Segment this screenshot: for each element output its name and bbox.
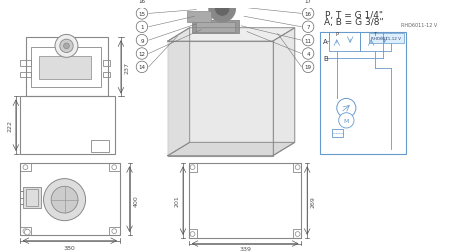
- Bar: [103, 72, 110, 78]
- Bar: [20, 228, 31, 235]
- Circle shape: [51, 186, 78, 213]
- Text: 11: 11: [305, 39, 311, 43]
- Circle shape: [136, 22, 148, 33]
- Bar: [20, 97, 115, 154]
- Circle shape: [295, 165, 300, 170]
- Circle shape: [209, 0, 235, 23]
- Circle shape: [60, 40, 73, 53]
- Circle shape: [190, 165, 195, 170]
- Text: 380: 380: [63, 244, 75, 249]
- Circle shape: [24, 229, 30, 235]
- Text: 237: 237: [125, 62, 130, 74]
- Text: P, T = G 1/4": P, T = G 1/4": [325, 11, 383, 19]
- Circle shape: [136, 35, 148, 47]
- Bar: [332, 130, 343, 137]
- Text: 19: 19: [305, 65, 311, 70]
- Text: 12: 12: [139, 52, 145, 57]
- Polygon shape: [273, 29, 295, 156]
- Text: 9: 9: [140, 39, 144, 43]
- Bar: [20, 164, 120, 235]
- Polygon shape: [168, 29, 190, 156]
- Circle shape: [23, 229, 28, 234]
- Text: 222: 222: [7, 120, 12, 132]
- Circle shape: [112, 229, 117, 234]
- Bar: [20, 164, 31, 171]
- Circle shape: [302, 35, 314, 47]
- Circle shape: [215, 2, 230, 17]
- Text: M: M: [344, 118, 349, 123]
- Circle shape: [55, 35, 78, 58]
- Circle shape: [302, 9, 314, 20]
- Circle shape: [44, 179, 86, 221]
- Circle shape: [136, 9, 148, 20]
- Bar: [293, 229, 302, 238]
- Text: RHD6011-12 V: RHD6011-12 V: [371, 37, 401, 41]
- Bar: [196, 23, 234, 33]
- Bar: [39, 57, 91, 80]
- Bar: [20, 61, 31, 67]
- Bar: [91, 141, 108, 152]
- Bar: [108, 164, 120, 171]
- Bar: [360, 33, 391, 51]
- Text: 17: 17: [305, 0, 311, 4]
- Circle shape: [302, 0, 314, 7]
- Text: 269: 269: [311, 195, 316, 207]
- Bar: [27, 38, 108, 97]
- Text: 1: 1: [140, 25, 144, 30]
- Polygon shape: [168, 143, 295, 156]
- Circle shape: [23, 165, 28, 170]
- Circle shape: [136, 49, 148, 60]
- Circle shape: [302, 22, 314, 33]
- Circle shape: [190, 232, 195, 236]
- Circle shape: [112, 165, 117, 170]
- Circle shape: [302, 62, 314, 73]
- Text: 14: 14: [139, 65, 145, 70]
- Circle shape: [136, 62, 148, 73]
- Bar: [20, 72, 31, 78]
- Bar: [293, 164, 302, 172]
- Text: 339: 339: [239, 246, 251, 251]
- Circle shape: [63, 44, 69, 50]
- Bar: [189, 164, 198, 172]
- Text: 201: 201: [174, 195, 179, 207]
- Bar: [192, 21, 239, 34]
- Text: 16: 16: [139, 0, 145, 4]
- Bar: [23, 187, 40, 208]
- Text: 4: 4: [306, 52, 310, 57]
- Text: B: B: [324, 56, 328, 62]
- Circle shape: [302, 49, 314, 60]
- Text: A: A: [324, 39, 328, 45]
- Bar: [31, 48, 101, 88]
- Bar: [187, 12, 211, 23]
- Text: P: P: [335, 32, 338, 37]
- Circle shape: [337, 99, 356, 118]
- Bar: [369, 34, 404, 44]
- Polygon shape: [168, 29, 295, 42]
- Text: T: T: [374, 32, 377, 37]
- Text: 15: 15: [139, 12, 145, 17]
- Bar: [189, 229, 198, 238]
- Text: 400: 400: [133, 194, 138, 206]
- Text: RHD6011-12 V: RHD6011-12 V: [401, 23, 437, 28]
- Circle shape: [295, 232, 300, 236]
- Circle shape: [136, 0, 148, 7]
- Bar: [320, 33, 405, 154]
- Bar: [189, 164, 302, 238]
- Text: 16: 16: [305, 12, 311, 17]
- Bar: [27, 190, 38, 206]
- Text: 7: 7: [306, 25, 310, 30]
- Bar: [329, 33, 360, 51]
- Text: A, B = G 3/8": A, B = G 3/8": [324, 18, 384, 27]
- Circle shape: [339, 113, 354, 129]
- Polygon shape: [168, 42, 273, 156]
- Bar: [108, 228, 120, 235]
- Bar: [103, 61, 110, 67]
